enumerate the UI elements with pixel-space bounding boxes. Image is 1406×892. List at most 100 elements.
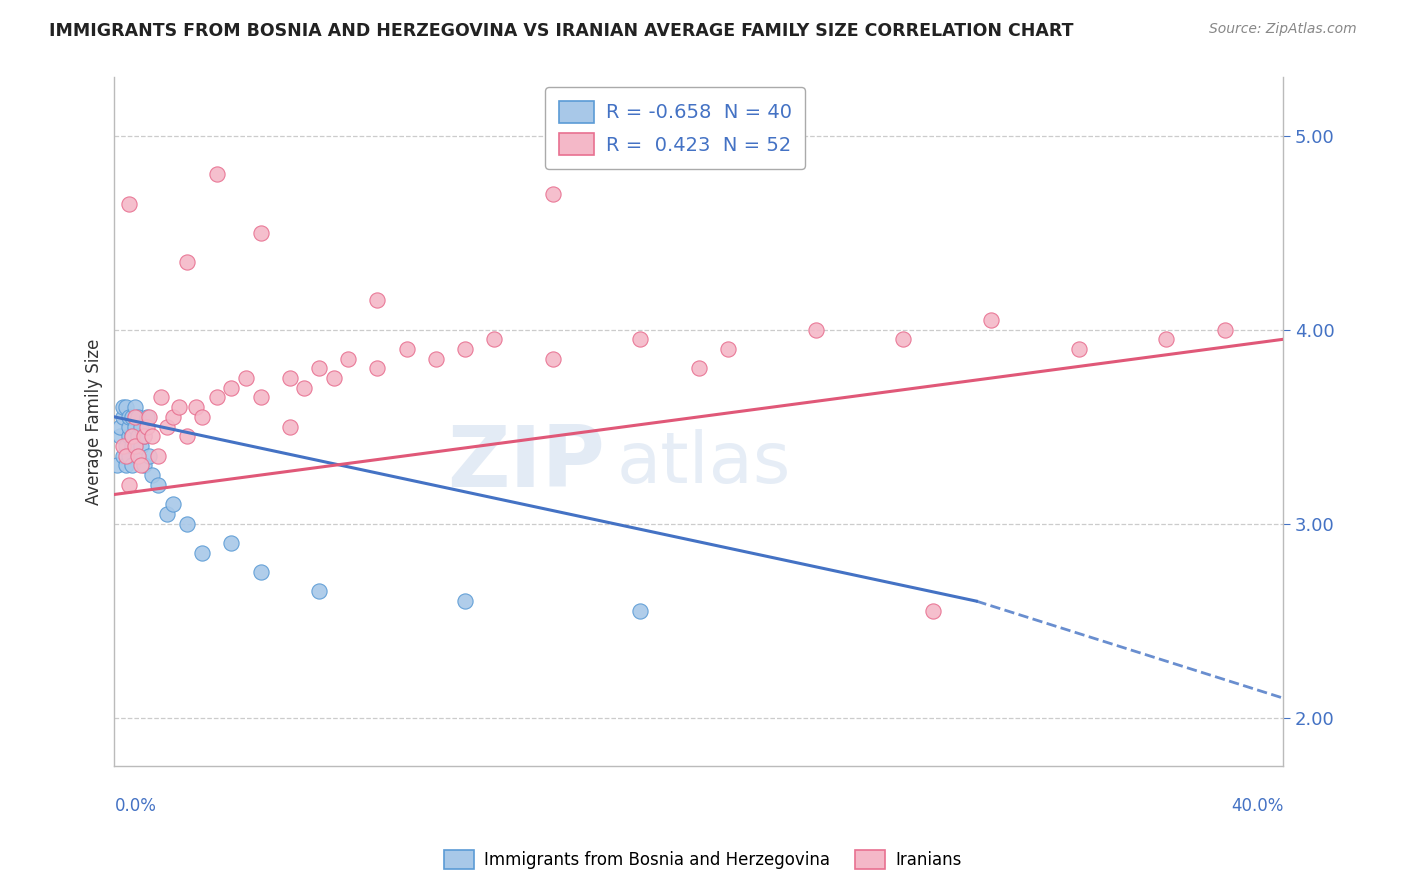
Text: 40.0%: 40.0% <box>1230 797 1284 814</box>
Point <box>127 409 149 424</box>
Point <box>221 536 243 550</box>
Point <box>121 458 143 473</box>
Point <box>688 361 710 376</box>
Point <box>110 419 132 434</box>
Point <box>105 458 128 473</box>
Point <box>921 604 943 618</box>
Point <box>156 507 179 521</box>
Point <box>148 449 170 463</box>
Point <box>292 381 315 395</box>
Point <box>124 419 146 434</box>
Point <box>138 449 160 463</box>
Point <box>124 400 146 414</box>
Point <box>129 439 152 453</box>
Point <box>118 449 141 463</box>
Point <box>112 400 135 414</box>
Point <box>112 449 135 463</box>
Point <box>121 429 143 443</box>
Point <box>454 594 477 608</box>
Point <box>425 351 447 366</box>
Point <box>162 497 184 511</box>
Legend: Immigrants from Bosnia and Herzegovina, Iranians: Immigrants from Bosnia and Herzegovina, … <box>434 840 972 880</box>
Point <box>395 342 418 356</box>
Point <box>110 429 132 443</box>
Point <box>129 458 152 473</box>
Point <box>115 458 138 473</box>
Point <box>115 439 138 453</box>
Point <box>124 439 146 453</box>
Point <box>176 254 198 268</box>
Point <box>366 293 388 308</box>
Point <box>717 342 740 356</box>
Legend: R = -0.658  N = 40, R =  0.423  N = 52: R = -0.658 N = 40, R = 0.423 N = 52 <box>546 87 806 169</box>
Point <box>121 409 143 424</box>
Point <box>628 332 651 346</box>
Point <box>176 516 198 531</box>
Point <box>124 439 146 453</box>
Point <box>191 546 214 560</box>
Point <box>135 419 157 434</box>
Point <box>186 400 208 414</box>
Point <box>235 371 257 385</box>
Point <box>628 604 651 618</box>
Point <box>167 400 190 414</box>
Point <box>118 419 141 434</box>
Point <box>191 409 214 424</box>
Point <box>176 429 198 443</box>
Point <box>308 361 330 376</box>
Point <box>454 342 477 356</box>
Point <box>1067 342 1090 356</box>
Point <box>205 168 228 182</box>
Point <box>141 429 163 443</box>
Point <box>112 409 135 424</box>
Point <box>322 371 344 385</box>
Point <box>156 419 179 434</box>
Point <box>124 409 146 424</box>
Point <box>121 439 143 453</box>
Point <box>138 409 160 424</box>
Point <box>1213 322 1236 336</box>
Point <box>249 565 271 579</box>
Point <box>121 429 143 443</box>
Point <box>1156 332 1178 346</box>
Point <box>150 391 173 405</box>
Point <box>278 419 301 434</box>
Point <box>541 186 564 201</box>
Point <box>118 196 141 211</box>
Point <box>308 584 330 599</box>
Point <box>132 429 155 443</box>
Point <box>115 449 138 463</box>
Point <box>484 332 506 346</box>
Point <box>112 439 135 453</box>
Point <box>129 419 152 434</box>
Point <box>278 371 301 385</box>
Point <box>804 322 827 336</box>
Point <box>127 449 149 463</box>
Point <box>337 351 360 366</box>
Y-axis label: Average Family Size: Average Family Size <box>86 339 103 505</box>
Text: ZIP: ZIP <box>447 422 606 505</box>
Point <box>132 458 155 473</box>
Point <box>127 449 149 463</box>
Point <box>118 477 141 491</box>
Point <box>249 226 271 240</box>
Point <box>980 313 1002 327</box>
Point <box>205 391 228 405</box>
Point <box>366 361 388 376</box>
Text: IMMIGRANTS FROM BOSNIA AND HERZEGOVINA VS IRANIAN AVERAGE FAMILY SIZE CORRELATIO: IMMIGRANTS FROM BOSNIA AND HERZEGOVINA V… <box>49 22 1074 40</box>
Point <box>891 332 914 346</box>
Point <box>162 409 184 424</box>
Point <box>541 351 564 366</box>
Point <box>249 391 271 405</box>
Point <box>118 429 141 443</box>
Text: 0.0%: 0.0% <box>114 797 156 814</box>
Point <box>127 429 149 443</box>
Point <box>141 468 163 483</box>
Point <box>221 381 243 395</box>
Point <box>132 429 155 443</box>
Point <box>118 409 141 424</box>
Text: atlas: atlas <box>617 428 792 498</box>
Text: Source: ZipAtlas.com: Source: ZipAtlas.com <box>1209 22 1357 37</box>
Point <box>148 477 170 491</box>
Point <box>135 409 157 424</box>
